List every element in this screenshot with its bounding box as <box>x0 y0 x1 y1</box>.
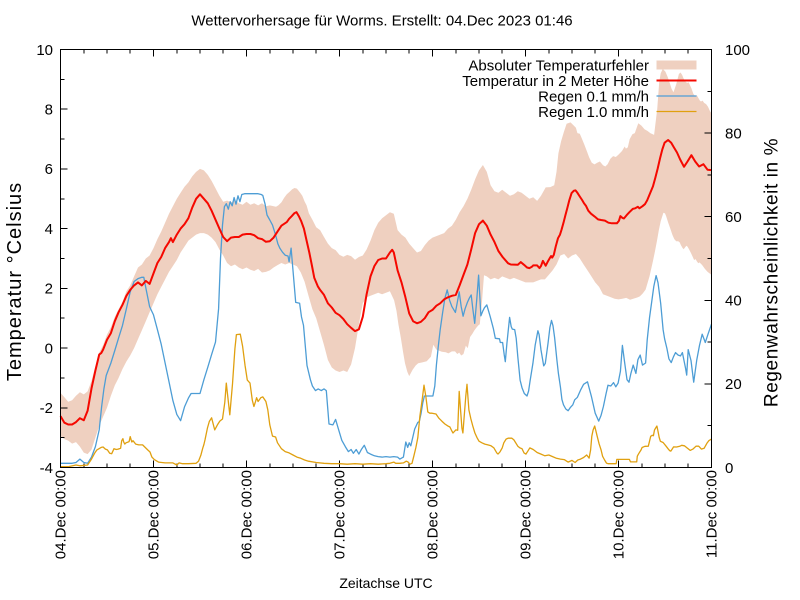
svg-text:Regen 0.1 mm/h: Regen 0.1 mm/h <box>538 88 649 105</box>
svg-text:Regen 1.0 mm/h: Regen 1.0 mm/h <box>538 104 649 121</box>
svg-text:4: 4 <box>45 221 53 238</box>
svg-text:Regenwahrscheinlichkeit in %: Regenwahrscheinlichkeit in % <box>762 138 783 407</box>
svg-text:Wettervorhersage für Worms. Er: Wettervorhersage für Worms. Erstellt: 04… <box>191 13 572 30</box>
svg-text:Temperatur in 2 Meter Höhe: Temperatur in 2 Meter Höhe <box>462 73 649 90</box>
svg-text:2: 2 <box>45 281 53 298</box>
svg-text:08.Dec 00:00: 08.Dec 00:00 <box>425 470 442 559</box>
svg-text:04.Dec 00:00: 04.Dec 00:00 <box>53 470 70 559</box>
svg-text:20: 20 <box>725 376 742 393</box>
svg-text:80: 80 <box>725 125 742 142</box>
svg-text:10: 10 <box>36 42 53 59</box>
svg-text:11.Dec 00:00: 11.Dec 00:00 <box>704 470 721 558</box>
svg-text:05.Dec 00:00: 05.Dec 00:00 <box>146 470 163 559</box>
svg-text:Absoluter Temperaturfehler: Absoluter Temperaturfehler <box>468 57 649 74</box>
svg-text:100: 100 <box>725 42 750 59</box>
svg-text:10.Dec 00:00: 10.Dec 00:00 <box>611 470 628 559</box>
svg-text:40: 40 <box>725 293 742 310</box>
svg-text:Zeitachse UTC: Zeitachse UTC <box>339 575 432 591</box>
svg-text:-2: -2 <box>40 400 53 417</box>
svg-text:09.Dec 00:00: 09.Dec 00:00 <box>518 470 535 559</box>
svg-text:-4: -4 <box>40 460 53 477</box>
svg-text:6: 6 <box>45 161 53 178</box>
svg-text:07.Dec 00:00: 07.Dec 00:00 <box>332 470 349 559</box>
svg-text:0: 0 <box>725 460 733 477</box>
svg-text:06.Dec 00:00: 06.Dec 00:00 <box>239 470 256 559</box>
svg-text:0: 0 <box>45 340 53 357</box>
svg-text:Temperatur °Celsius: Temperatur °Celsius <box>4 182 26 381</box>
svg-text:60: 60 <box>725 209 742 226</box>
svg-text:8: 8 <box>45 102 53 119</box>
